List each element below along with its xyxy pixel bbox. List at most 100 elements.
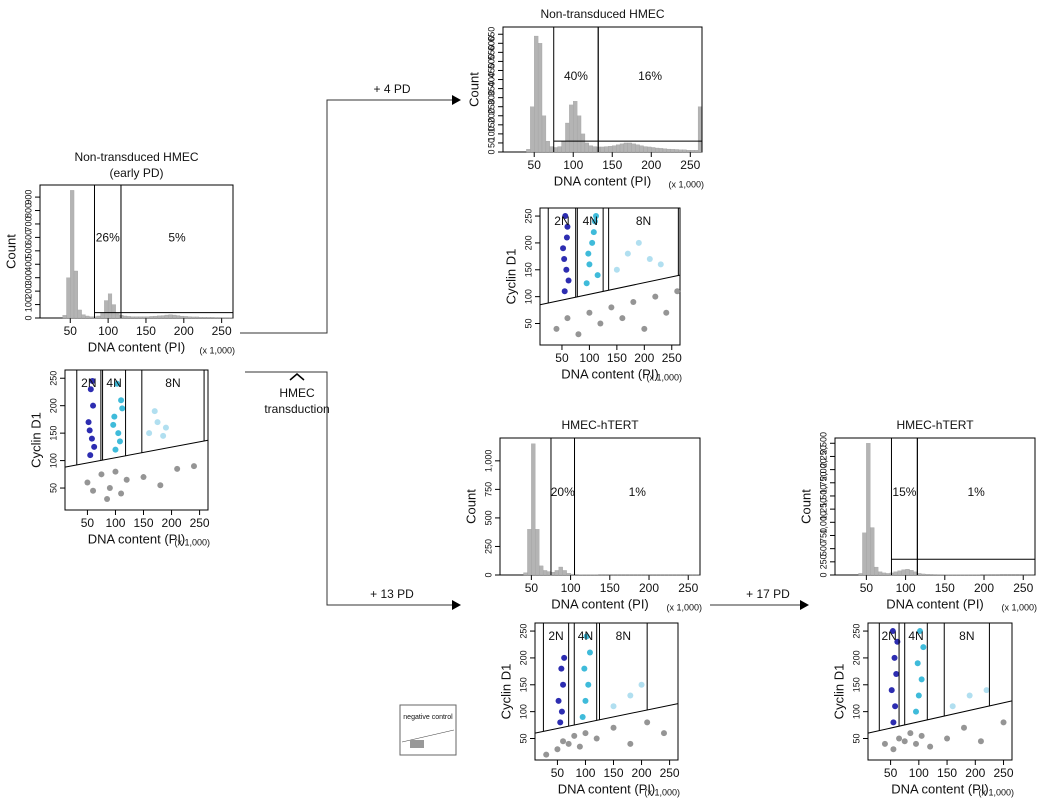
arrow-line [245,371,452,606]
histogram-bar [62,315,67,319]
y-tick-label: 150 [851,677,861,692]
gate-label: 8N [165,376,180,390]
y-tick-label: 900 [23,190,33,205]
caret [289,373,305,381]
histogram-bar [694,150,699,153]
data-point [593,213,599,220]
y-tick-label: 500 [486,54,496,69]
data-point [582,730,589,737]
y-tick-label: 250 [523,209,533,224]
histogram-bar [172,314,177,319]
data-point [561,654,568,661]
data-point [112,468,119,475]
histogram-bar [562,570,567,576]
data-point [565,277,572,284]
annotation: transduction [264,402,329,416]
histogram-bar [682,149,687,153]
y-tick-label: 600 [23,230,33,245]
data-point [646,256,653,263]
x-tick-label: 150 [602,158,622,172]
x-tick-label: 250 [1013,581,1033,595]
data-point [613,266,620,273]
histogram-bar [73,270,78,319]
gate-label: 8N [959,629,974,643]
histogram-bar [631,143,636,153]
annotation: HMEC [279,386,315,400]
y-axis-label: Cyclin D1 [831,664,846,720]
data-point [977,738,984,745]
data-point [554,746,561,753]
y-tick-label: 0 [483,572,493,577]
histogram-bar [917,573,922,576]
y-tick-label: 400 [486,72,496,87]
histogram-bar [921,573,926,576]
y-axis-label: Count [463,489,478,524]
histogram-bar [623,142,629,153]
x-tick-label: 200 [965,766,985,780]
x-tick-label: 150 [607,351,627,365]
histogram-bar [670,149,675,153]
histogram-bar [588,145,593,153]
annotation: + 17 PD [746,587,790,601]
data-point [630,299,637,306]
histogram-bar [558,566,563,576]
histogram-bar [210,317,215,319]
histogram-bar [183,316,188,319]
data-point [146,430,153,437]
y-axis-label: Count [3,234,18,269]
y-tick-label: 50 [486,138,496,148]
data-point [106,485,113,492]
histogram-bar [149,316,154,319]
x-axis-label: DNA content (PI) [558,781,656,796]
y-tick-label: 100 [523,289,533,304]
x-tick-label: 200 [641,158,661,172]
y-tick-label: 200 [523,235,533,250]
histogram-bar [674,149,679,153]
histogram-bar [690,150,695,153]
y-tick-label: 200 [23,284,33,299]
x-tick-label: 100 [575,766,595,780]
y-tick-label: 250 [851,624,861,639]
gate-label: 8N [616,629,631,643]
histogram-bar [909,570,914,576]
x-axis-unit: (x 1,000) [199,345,235,355]
x-tick-label: 200 [632,766,652,780]
x-tick-label: 250 [660,766,680,780]
data-point [116,438,123,445]
y-tick-label: 500 [483,510,493,525]
data-point [644,719,651,726]
y-tick-label: 100 [851,704,861,719]
arrow-line [240,99,452,334]
gate-label: 2N [81,376,96,390]
y-tick-label: 750 [818,528,828,543]
histogram-bar [77,309,82,319]
x-tick-label: 250 [212,324,232,338]
histogram-bar [546,571,552,576]
data-point [579,714,586,721]
x-tick-label: 250 [190,516,210,530]
x-tick-label: 50 [64,324,78,338]
data-point [915,692,922,699]
y-tick-label: 50 [518,734,528,744]
data-point [890,746,897,753]
histogram-bar [932,574,938,576]
y-tick-label: 150 [518,677,528,692]
histogram-bar [574,574,579,576]
data-point [663,309,670,316]
histogram-bar [530,106,535,153]
data-point [86,427,93,434]
data-point [558,708,565,715]
histogram-bar [134,316,139,319]
data-point [575,331,582,338]
data-point [563,234,570,241]
histogram-bar [70,190,75,319]
data-point [591,218,598,225]
data-point [652,293,659,300]
data-point [98,471,105,478]
histogram-bar [557,146,562,153]
x-tick-label: 50 [884,766,898,780]
x-tick-label: 100 [105,516,125,530]
thumbnail-frame [399,704,457,756]
data-point [558,665,565,672]
gate-label: 8N [636,214,651,228]
